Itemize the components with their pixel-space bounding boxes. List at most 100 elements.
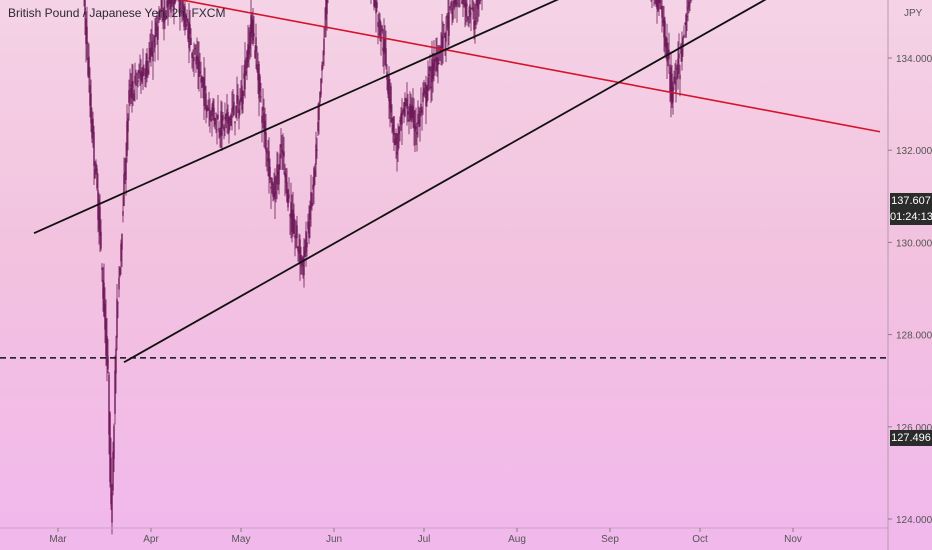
candle-body bbox=[655, 0, 657, 5]
candle-body bbox=[214, 117, 216, 125]
candle-body bbox=[687, 6, 689, 10]
candle-body bbox=[242, 91, 244, 104]
candle-body bbox=[299, 239, 301, 265]
candle-body bbox=[188, 21, 190, 49]
candle-body bbox=[203, 76, 205, 107]
candle-body bbox=[416, 132, 418, 135]
candle-body bbox=[197, 56, 199, 70]
candle-body bbox=[450, 2, 452, 7]
candle-body bbox=[427, 77, 429, 91]
candle-body bbox=[119, 267, 121, 276]
candle-body bbox=[272, 183, 274, 197]
candle-body bbox=[429, 66, 431, 72]
candle-body bbox=[284, 172, 286, 177]
price-tick-label: 124.000 bbox=[896, 515, 932, 526]
candle-body bbox=[467, 17, 469, 20]
candle-body bbox=[315, 144, 317, 165]
candle-body bbox=[432, 62, 434, 79]
candle-body bbox=[392, 124, 394, 132]
candle-body bbox=[222, 115, 224, 121]
candle-body bbox=[189, 24, 191, 35]
candle-body bbox=[436, 57, 438, 72]
price-tick-label: 134.000 bbox=[896, 54, 932, 65]
candle-body bbox=[283, 151, 285, 157]
candle-body bbox=[103, 282, 105, 317]
time-tick-label: Oct bbox=[692, 534, 708, 545]
candle-body bbox=[466, 4, 468, 6]
candle-body bbox=[136, 83, 138, 85]
candle-body bbox=[153, 40, 155, 42]
candle-body bbox=[186, 18, 188, 23]
candle-body bbox=[659, 0, 661, 3]
candle-body bbox=[129, 84, 131, 87]
candle-body bbox=[441, 34, 443, 51]
time-tick-label: Nov bbox=[784, 534, 802, 545]
candle-body bbox=[229, 118, 231, 121]
candle-body bbox=[278, 164, 280, 185]
candle-body bbox=[430, 86, 432, 89]
candle-body bbox=[112, 451, 114, 491]
candle-body bbox=[191, 53, 193, 58]
candle-body bbox=[417, 113, 419, 125]
candle-body bbox=[462, 0, 464, 5]
candle-body bbox=[683, 34, 685, 38]
candle-body bbox=[200, 77, 202, 83]
candle-body bbox=[147, 69, 149, 74]
candle-body bbox=[231, 108, 233, 113]
candle-body bbox=[84, 0, 86, 15]
candle-body bbox=[294, 234, 296, 239]
candle-body bbox=[684, 23, 686, 25]
candle-body bbox=[657, 0, 659, 11]
candle-body bbox=[661, 5, 663, 18]
candle-body bbox=[114, 370, 116, 414]
candle-body bbox=[224, 116, 226, 120]
candle-body bbox=[671, 73, 673, 104]
candle-body bbox=[216, 129, 218, 131]
candle-body bbox=[297, 246, 299, 252]
candle-body bbox=[243, 73, 245, 79]
candle-body bbox=[127, 118, 129, 133]
candle-body bbox=[117, 302, 119, 304]
candle-body bbox=[271, 178, 273, 186]
candle-body bbox=[678, 53, 680, 59]
candle-body bbox=[194, 47, 196, 50]
candle-body bbox=[260, 96, 262, 98]
candle-body bbox=[85, 18, 87, 45]
candle-body bbox=[237, 95, 239, 101]
candle-body bbox=[477, 0, 479, 10]
candle-body bbox=[479, 0, 481, 4]
candle-body bbox=[412, 106, 414, 118]
candle-body bbox=[88, 56, 90, 78]
candle-body bbox=[98, 199, 100, 230]
candle-body bbox=[156, 28, 158, 31]
candle-body bbox=[118, 277, 120, 290]
candle-body bbox=[385, 48, 387, 67]
candle-body bbox=[113, 425, 115, 460]
candle-body bbox=[681, 48, 683, 62]
candle-body bbox=[274, 176, 276, 199]
drawing-tools[interactable] bbox=[0, 0, 888, 364]
candle-body bbox=[414, 124, 416, 132]
candle-body bbox=[250, 15, 252, 38]
candle-body bbox=[423, 88, 425, 95]
last-price-tag: 137.607 bbox=[890, 193, 932, 209]
candle-body bbox=[111, 493, 113, 523]
candle-body bbox=[262, 107, 264, 111]
candle-body bbox=[465, 2, 467, 17]
candle-body bbox=[658, 0, 660, 4]
candle-body bbox=[286, 182, 288, 202]
time-tick-label: Jul bbox=[418, 534, 431, 545]
candle-body bbox=[93, 132, 95, 166]
candle-body bbox=[247, 43, 249, 63]
candle-body bbox=[314, 170, 316, 177]
candle-body bbox=[433, 58, 435, 71]
candle-body bbox=[420, 103, 422, 112]
candle-body bbox=[288, 194, 290, 199]
candle-body bbox=[108, 374, 110, 435]
candle-body bbox=[396, 151, 398, 155]
candle-body bbox=[377, 22, 379, 27]
candle-body bbox=[267, 158, 269, 162]
candle-body bbox=[444, 32, 446, 38]
